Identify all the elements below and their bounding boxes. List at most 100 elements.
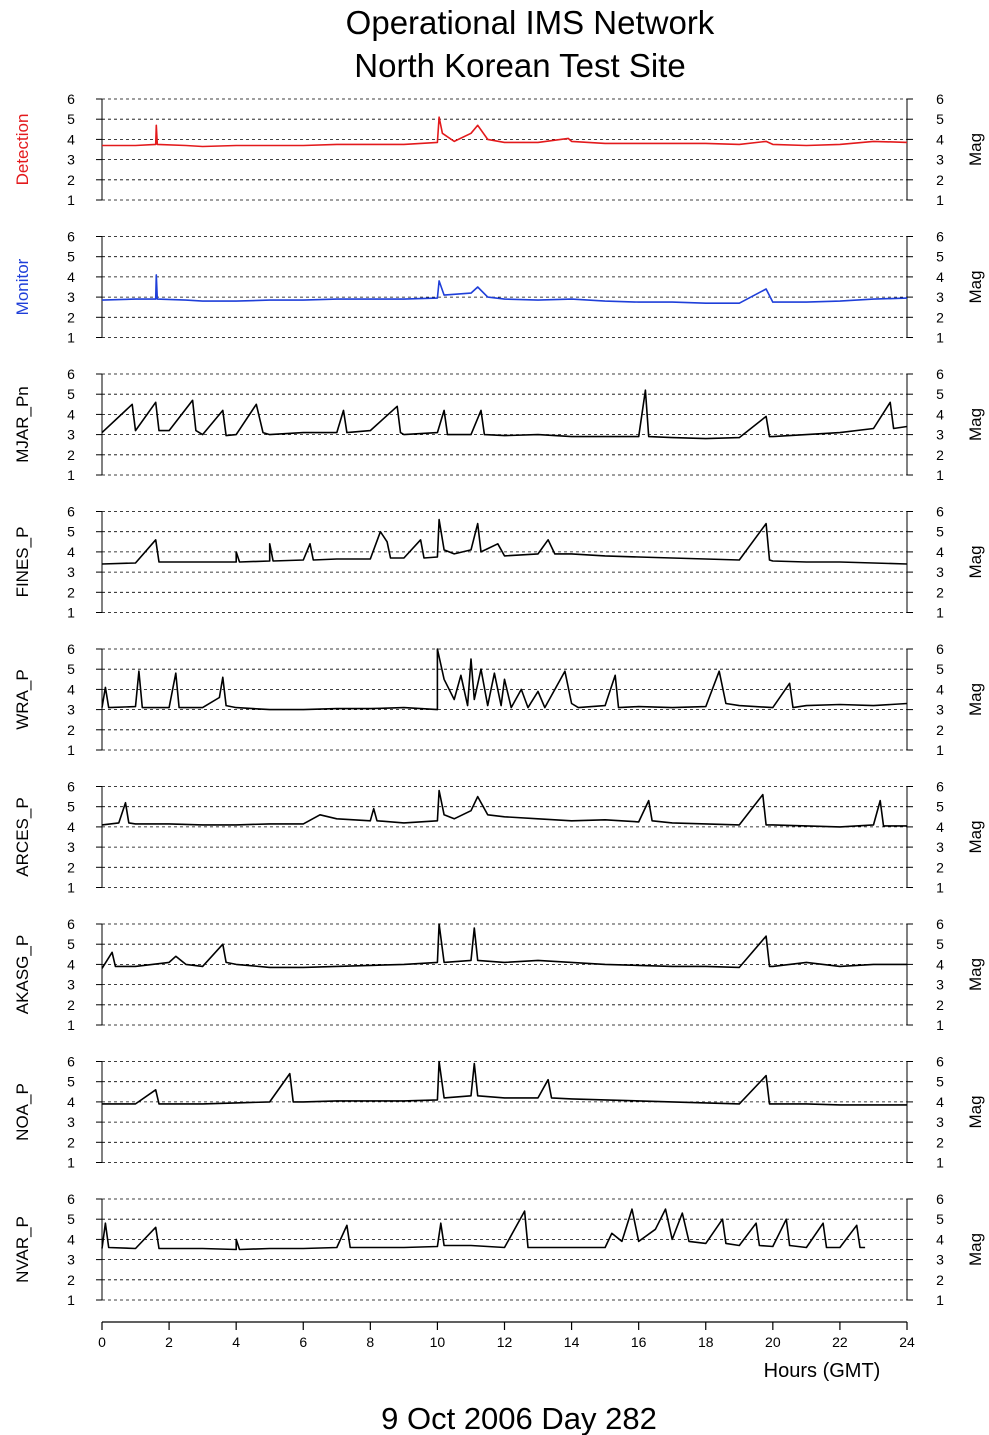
y-tick-label-right: 1 — [936, 1017, 944, 1033]
y-tick-label: 4 — [67, 1094, 75, 1110]
y-tick-label: 3 — [67, 1252, 75, 1268]
y-tick-label: 4 — [67, 956, 75, 972]
series-line-WRA_P — [101, 648, 908, 711]
panel-NOA_P: 1 1 2 2 3 3 4 4 5 5 6 6 NOA_P Mag — [13, 1054, 985, 1171]
y-tick-label-right: 4 — [936, 406, 944, 422]
y-tick-label: 5 — [67, 1211, 75, 1227]
y-tick-label-right: 2 — [936, 1272, 944, 1288]
y-tick-label-right: 4 — [936, 544, 944, 560]
series-line-NVAR_P — [101, 1208, 866, 1251]
x-axis: 0 2 4 6 8 10 12 14 16 18 20 22 24 — [98, 1321, 915, 1350]
panel-label: WRA_P — [13, 669, 32, 729]
y-tick-label: 6 — [67, 1054, 75, 1070]
panel-label: ARCES_P — [13, 797, 32, 876]
panel-Detection: 1 1 2 2 3 3 4 4 5 5 6 6 Detection Mag — [13, 91, 985, 208]
y-tick-label: 3 — [67, 977, 75, 993]
y-tick-label: 4 — [67, 269, 75, 285]
y-tick-label: 1 — [67, 1155, 75, 1171]
panel-Monitor: 1 1 2 2 3 3 4 4 5 5 6 6 Monitor Mag — [13, 229, 985, 346]
y-tick-label-right: 6 — [936, 366, 944, 382]
panel-label: Monitor — [13, 258, 32, 315]
y-tick-label-right: 5 — [936, 111, 944, 127]
y-tick-label-right: 1 — [936, 1292, 944, 1308]
y-tick-label-right: 4 — [936, 681, 944, 697]
y-tick-label-right: 6 — [936, 504, 944, 520]
y-tick-label-right: 5 — [936, 524, 944, 540]
y-tick-label-right: 4 — [936, 131, 944, 147]
y-tick-label: 3 — [67, 564, 75, 580]
y-tick-label: 6 — [67, 504, 75, 520]
series-line-Detection — [102, 116, 908, 148]
y-tick-label-right: 1 — [936, 330, 944, 346]
panel-label: AKASG_P — [13, 935, 32, 1014]
y-tick-label-right: 5 — [936, 661, 944, 677]
y-tick-label-right: 1 — [936, 1155, 944, 1171]
y-tick-label: 6 — [67, 641, 75, 657]
panel-AKASG_P: 1 1 2 2 3 3 4 4 5 5 6 6 AKASG_P Mag — [13, 916, 985, 1033]
y-tick-label: 2 — [67, 1272, 75, 1288]
y-tick-label: 5 — [67, 524, 75, 540]
y-tick-label: 1 — [67, 1292, 75, 1308]
mag-label: Mag — [966, 1095, 985, 1128]
series-line-FINES_P — [101, 518, 908, 565]
y-tick-label: 1 — [67, 880, 75, 896]
y-tick-label: 3 — [67, 427, 75, 443]
y-tick-label: 2 — [67, 1134, 75, 1150]
y-tick-label-right: 3 — [936, 427, 944, 443]
y-tick-label-right: 3 — [936, 1252, 944, 1268]
x-tick-label: 22 — [832, 1334, 848, 1350]
panel-label: Detection — [13, 114, 32, 186]
y-tick-label-right: 2 — [936, 997, 944, 1013]
y-tick-label-right: 3 — [936, 152, 944, 168]
footer-date: 9 Oct 2006 Day 282 — [381, 1401, 657, 1435]
series-line-Monitor — [101, 274, 908, 304]
y-tick-label-right: 1 — [936, 467, 944, 483]
x-tick-label: 12 — [497, 1334, 513, 1350]
y-tick-label: 4 — [67, 681, 75, 697]
mag-label: Mag — [966, 270, 985, 303]
panel-MJAR_Pn: 1 1 2 2 3 3 4 4 5 5 6 6 MJAR_Pn Mag — [13, 366, 985, 483]
panel-label: MJAR_Pn — [13, 386, 32, 463]
series-line-MJAR_Pn — [101, 389, 908, 440]
y-tick-label-right: 5 — [936, 799, 944, 815]
y-tick-label-right: 5 — [936, 936, 944, 952]
x-tick-label: 18 — [698, 1334, 714, 1350]
y-tick-label-right: 6 — [936, 1054, 944, 1070]
x-tick-label: 16 — [631, 1334, 647, 1350]
y-tick-label: 2 — [67, 997, 75, 1013]
x-tick-label: 24 — [899, 1334, 915, 1350]
y-tick-label: 2 — [67, 722, 75, 738]
series-line-AKASG_P — [101, 923, 907, 969]
y-tick-label-right: 5 — [936, 249, 944, 265]
y-tick-label: 2 — [67, 447, 75, 463]
y-tick-label-right: 3 — [936, 839, 944, 855]
y-tick-label: 5 — [67, 386, 75, 402]
mag-label: Mag — [966, 133, 985, 166]
y-tick-label-right: 1 — [936, 742, 944, 758]
y-tick-label-right: 5 — [936, 386, 944, 402]
y-tick-label: 1 — [67, 467, 75, 483]
y-tick-label: 6 — [67, 366, 75, 382]
y-tick-label: 3 — [67, 839, 75, 855]
series-line-NOA_P — [102, 1060, 907, 1106]
y-tick-label: 1 — [67, 605, 75, 621]
series-line-ARCES_P — [101, 789, 907, 828]
y-tick-label-right: 2 — [936, 1134, 944, 1150]
y-tick-label: 1 — [67, 330, 75, 346]
y-tick-label-right: 6 — [936, 779, 944, 795]
y-tick-label: 1 — [67, 1017, 75, 1033]
y-tick-label-right: 6 — [936, 916, 944, 932]
y-tick-label: 2 — [67, 584, 75, 600]
mag-label: Mag — [966, 820, 985, 853]
x-tick-label: 4 — [232, 1334, 240, 1350]
y-tick-label-right: 2 — [936, 447, 944, 463]
panel-FINES_P: 1 1 2 2 3 3 4 4 5 5 6 6 FINES_P Mag — [13, 504, 985, 621]
y-tick-label: 1 — [67, 742, 75, 758]
panel-stack: 1 1 2 2 3 3 4 4 5 5 6 6 Detection Mag 1 1 2 2 3 3 4 4 5 5 6 6 Moni… — [13, 91, 985, 1308]
y-tick-label-right: 6 — [936, 1191, 944, 1207]
y-tick-label-right: 4 — [936, 956, 944, 972]
x-tick-label: 14 — [564, 1334, 580, 1350]
mag-label: Mag — [966, 408, 985, 441]
y-tick-label-right: 3 — [936, 564, 944, 580]
